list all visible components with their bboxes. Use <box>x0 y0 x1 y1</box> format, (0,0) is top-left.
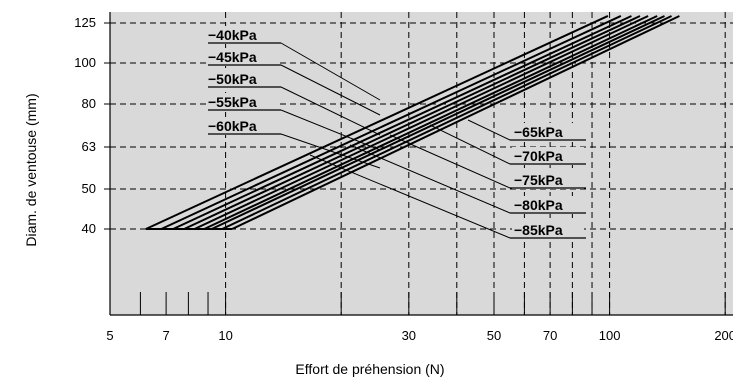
right-pressure-label: −65kPa <box>514 124 563 140</box>
left-pressure-leader-line <box>280 109 381 151</box>
y-tick-label: 80 <box>82 96 96 111</box>
left-pressure-label-bg <box>206 93 278 111</box>
left-pressure-label-bg <box>206 117 278 135</box>
x-tick-label: 200 <box>714 328 733 343</box>
x-tick-label: 70 <box>543 328 557 343</box>
pressure-curve-1 <box>145 15 609 230</box>
y-axis-label: Diam. de ventouse (mm) <box>23 93 39 246</box>
pressure-curve-9 <box>231 15 680 230</box>
pressure-curve-4 <box>183 15 641 230</box>
left-pressure-label-bg <box>206 70 278 88</box>
right-pressure-label: −80kPa <box>514 197 563 213</box>
right-pressure-label: −70kPa <box>514 148 563 164</box>
pressure-curve-5 <box>194 15 649 230</box>
pressure-curve-3 <box>172 15 632 230</box>
right-pressure-label: −85kPa <box>514 222 563 238</box>
pressure-curve-6 <box>203 15 658 230</box>
x-tick-label: 10 <box>218 328 232 343</box>
left-pressure-label-bg <box>206 48 278 66</box>
right-pressure-label: −75kPa <box>514 172 563 188</box>
x-tick-label: 5 <box>106 328 113 343</box>
grid-layer <box>104 12 733 316</box>
left-pressure-label: −55kPa <box>208 94 257 110</box>
pressure-labels-layer: −40kPa −45kPa −50kPa −55kPa −60kPa −65kPa −70k… <box>206 26 586 239</box>
right-pressure-label-bg <box>512 123 584 141</box>
right-pressure-leader-line <box>349 144 511 214</box>
right-pressure-leader-line <box>467 119 511 141</box>
left-pressure-leader-line <box>280 42 381 101</box>
pressure-curve-8 <box>221 15 672 230</box>
y-tick-label: 100 <box>74 55 96 70</box>
left-pressure-label-bg <box>206 26 278 44</box>
right-pressure-leader-line <box>389 134 511 189</box>
left-pressure-leader-line <box>280 64 381 116</box>
right-pressure-leader-line <box>429 124 511 165</box>
pressure-curve-7 <box>211 15 665 230</box>
pressure-lines-layer <box>145 15 680 230</box>
left-pressure-leader-line <box>280 133 381 169</box>
pressure-curve-2 <box>160 15 622 230</box>
plot-area <box>110 12 733 315</box>
x-tick-label: 100 <box>599 328 621 343</box>
right-pressure-label-bg <box>512 196 584 214</box>
x-tick-label: 30 <box>402 328 416 343</box>
x-axis-label: Effort de préhension (N) <box>295 361 444 377</box>
right-pressure-label-bg <box>512 147 584 165</box>
y-tick-label: 63 <box>82 139 96 154</box>
tick-labels-layer: 5 7 10 30 50 70 100 200 40 50 63 80 100 125 <box>74 15 733 343</box>
left-pressure-label: −40kPa <box>208 27 257 43</box>
y-tick-label: 50 <box>82 181 96 196</box>
left-pressure-label: −45kPa <box>208 49 257 65</box>
right-pressure-leader-line <box>309 154 511 239</box>
right-pressure-label-bg <box>512 171 584 189</box>
right-pressure-label-bg <box>512 221 584 239</box>
left-pressure-label: −60kPa <box>208 118 257 134</box>
x-tick-label: 7 <box>162 328 169 343</box>
left-pressure-label: −50kPa <box>208 71 257 87</box>
y-tick-label: 40 <box>82 221 96 236</box>
y-tick-label: 125 <box>74 15 96 30</box>
x-tick-label: 50 <box>487 328 501 343</box>
left-pressure-leader-line <box>280 86 381 136</box>
